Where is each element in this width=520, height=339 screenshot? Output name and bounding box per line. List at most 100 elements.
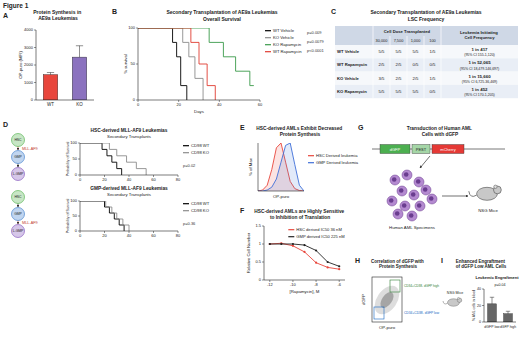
y-tick [78, 175, 80, 176]
y-tick-label: 0 [133, 97, 136, 102]
cell-node [12, 151, 25, 164]
survival-step [123, 219, 129, 225]
x-axis-label: OP-puro [379, 325, 396, 330]
construct-element [432, 145, 464, 154]
table-cell: (95% CI 6,725-36,469) [462, 80, 497, 84]
error-bar [506, 311, 510, 313]
series-line [258, 143, 304, 191]
marker [303, 244, 305, 246]
plot-area [488, 297, 513, 322]
table-cell: 5/5 [379, 89, 386, 94]
title-line: Correlation of dGFP with [371, 259, 425, 264]
legend-swatch [265, 30, 271, 31]
x-axis-label: Days [194, 109, 204, 114]
x-tick-label: 0 [79, 177, 82, 182]
table-cell: 5/5 [413, 89, 420, 94]
error-bar [47, 73, 54, 75]
diagram-label: Human AML Specimens [389, 225, 435, 230]
marker [338, 268, 340, 270]
p-value: p=0.009 [307, 30, 322, 35]
survival-step [136, 162, 146, 168]
table-cell: 1/5 [430, 76, 437, 81]
title-line: HSC-derived AMLs Exhibit Decreased [256, 126, 343, 131]
survival-step [191, 28, 199, 42]
plot-area [138, 28, 254, 100]
marker [269, 243, 271, 245]
legend-swatch [288, 229, 294, 230]
legend-swatch [183, 210, 189, 211]
y-tick [34, 30, 36, 31]
legend-swatch [183, 152, 189, 153]
survival-step [215, 86, 216, 100]
gate-label: CD34+CD38- dGFP high [404, 284, 439, 288]
survival-step [105, 201, 110, 207]
y-tick-label: 4000 [24, 27, 34, 32]
title-line: Transduction of Human AML [407, 126, 473, 131]
y-axis-label: Probability of Survival [66, 199, 70, 234]
p-value: p=0.0079 [307, 39, 325, 44]
legend-swatch [265, 44, 271, 45]
table-row-bg [335, 45, 518, 58]
legend-swatch [308, 162, 314, 163]
category-label: WT [47, 102, 54, 107]
construct-label: dGFP [390, 147, 401, 152]
axes: 0501000204060% survivalDays [123, 25, 263, 113]
marker [303, 251, 305, 253]
survival-step [138, 28, 191, 29]
panel-label: H [355, 257, 360, 264]
y-tick [78, 231, 80, 232]
series-line [270, 243, 339, 269]
x-tick-label: 20 [102, 177, 107, 182]
y-tick [34, 65, 36, 66]
x-tick-label: 40 [127, 233, 132, 238]
cell-nucleus [402, 203, 407, 208]
legend-label: WT Vehicle [273, 28, 295, 33]
node-label: L-GMP [13, 172, 24, 176]
y-tick [482, 305, 484, 306]
survival-step [181, 57, 187, 86]
legend-label: GMP derived IC50 225 nM [296, 234, 345, 239]
table-cell: 5/5 [396, 49, 403, 54]
construct-label: mCherry [440, 147, 455, 152]
survival-step [207, 64, 215, 86]
category-label: dGFP high [500, 325, 516, 329]
legend-label: HSC Derived leukemia [316, 153, 358, 158]
table-cell: (95% CI 170-1,205) [464, 93, 495, 97]
cell-nucleus [416, 179, 421, 184]
p-value: p=0.02 [183, 163, 196, 168]
table-cell: WT Vehicle [337, 49, 360, 54]
x-tick-label: -12 [267, 282, 274, 287]
panel-label: G [358, 124, 364, 131]
survival-step [199, 42, 207, 64]
gate [374, 307, 384, 319]
construct-element [412, 145, 430, 154]
title: HSC-derived MLL-AF9 Leukemias [91, 128, 168, 133]
legend-swatch [183, 203, 189, 204]
survival-step [209, 28, 223, 42]
table-header-bg [335, 26, 518, 45]
x-tick-label: 60 [151, 233, 156, 238]
marker [338, 265, 340, 267]
table-cell: (95% CI 18,479-146,697) [460, 67, 499, 71]
bar [488, 304, 497, 322]
survival-step [138, 28, 209, 29]
marker [280, 242, 282, 244]
plot-area [43, 46, 87, 100]
y-axis-label: % of Max [248, 157, 253, 176]
survival-step [177, 42, 181, 56]
y-tick [482, 289, 484, 290]
figure: Figure 1ABCDEFGHIProtein Synthesis in AE… [0, 0, 520, 339]
cell-nucleus [417, 203, 422, 208]
y-tick-label: 0 [259, 277, 262, 282]
x-tick-label: 0 [79, 233, 82, 238]
table-cell: 1/5 [430, 49, 437, 54]
survival-step [236, 57, 250, 71]
table-cell: 5/5 [413, 49, 420, 54]
y-tick [262, 262, 264, 263]
axes: 00.511.5-12-10-8-6Relative Cell Number[R… [246, 223, 345, 294]
title: GMP-derived MLL-AF9 Leukemias [90, 186, 168, 191]
y-tick [34, 100, 36, 101]
mouse-head [494, 186, 502, 194]
panel-label: B [112, 8, 117, 15]
table-header: 30,000 [376, 38, 389, 43]
